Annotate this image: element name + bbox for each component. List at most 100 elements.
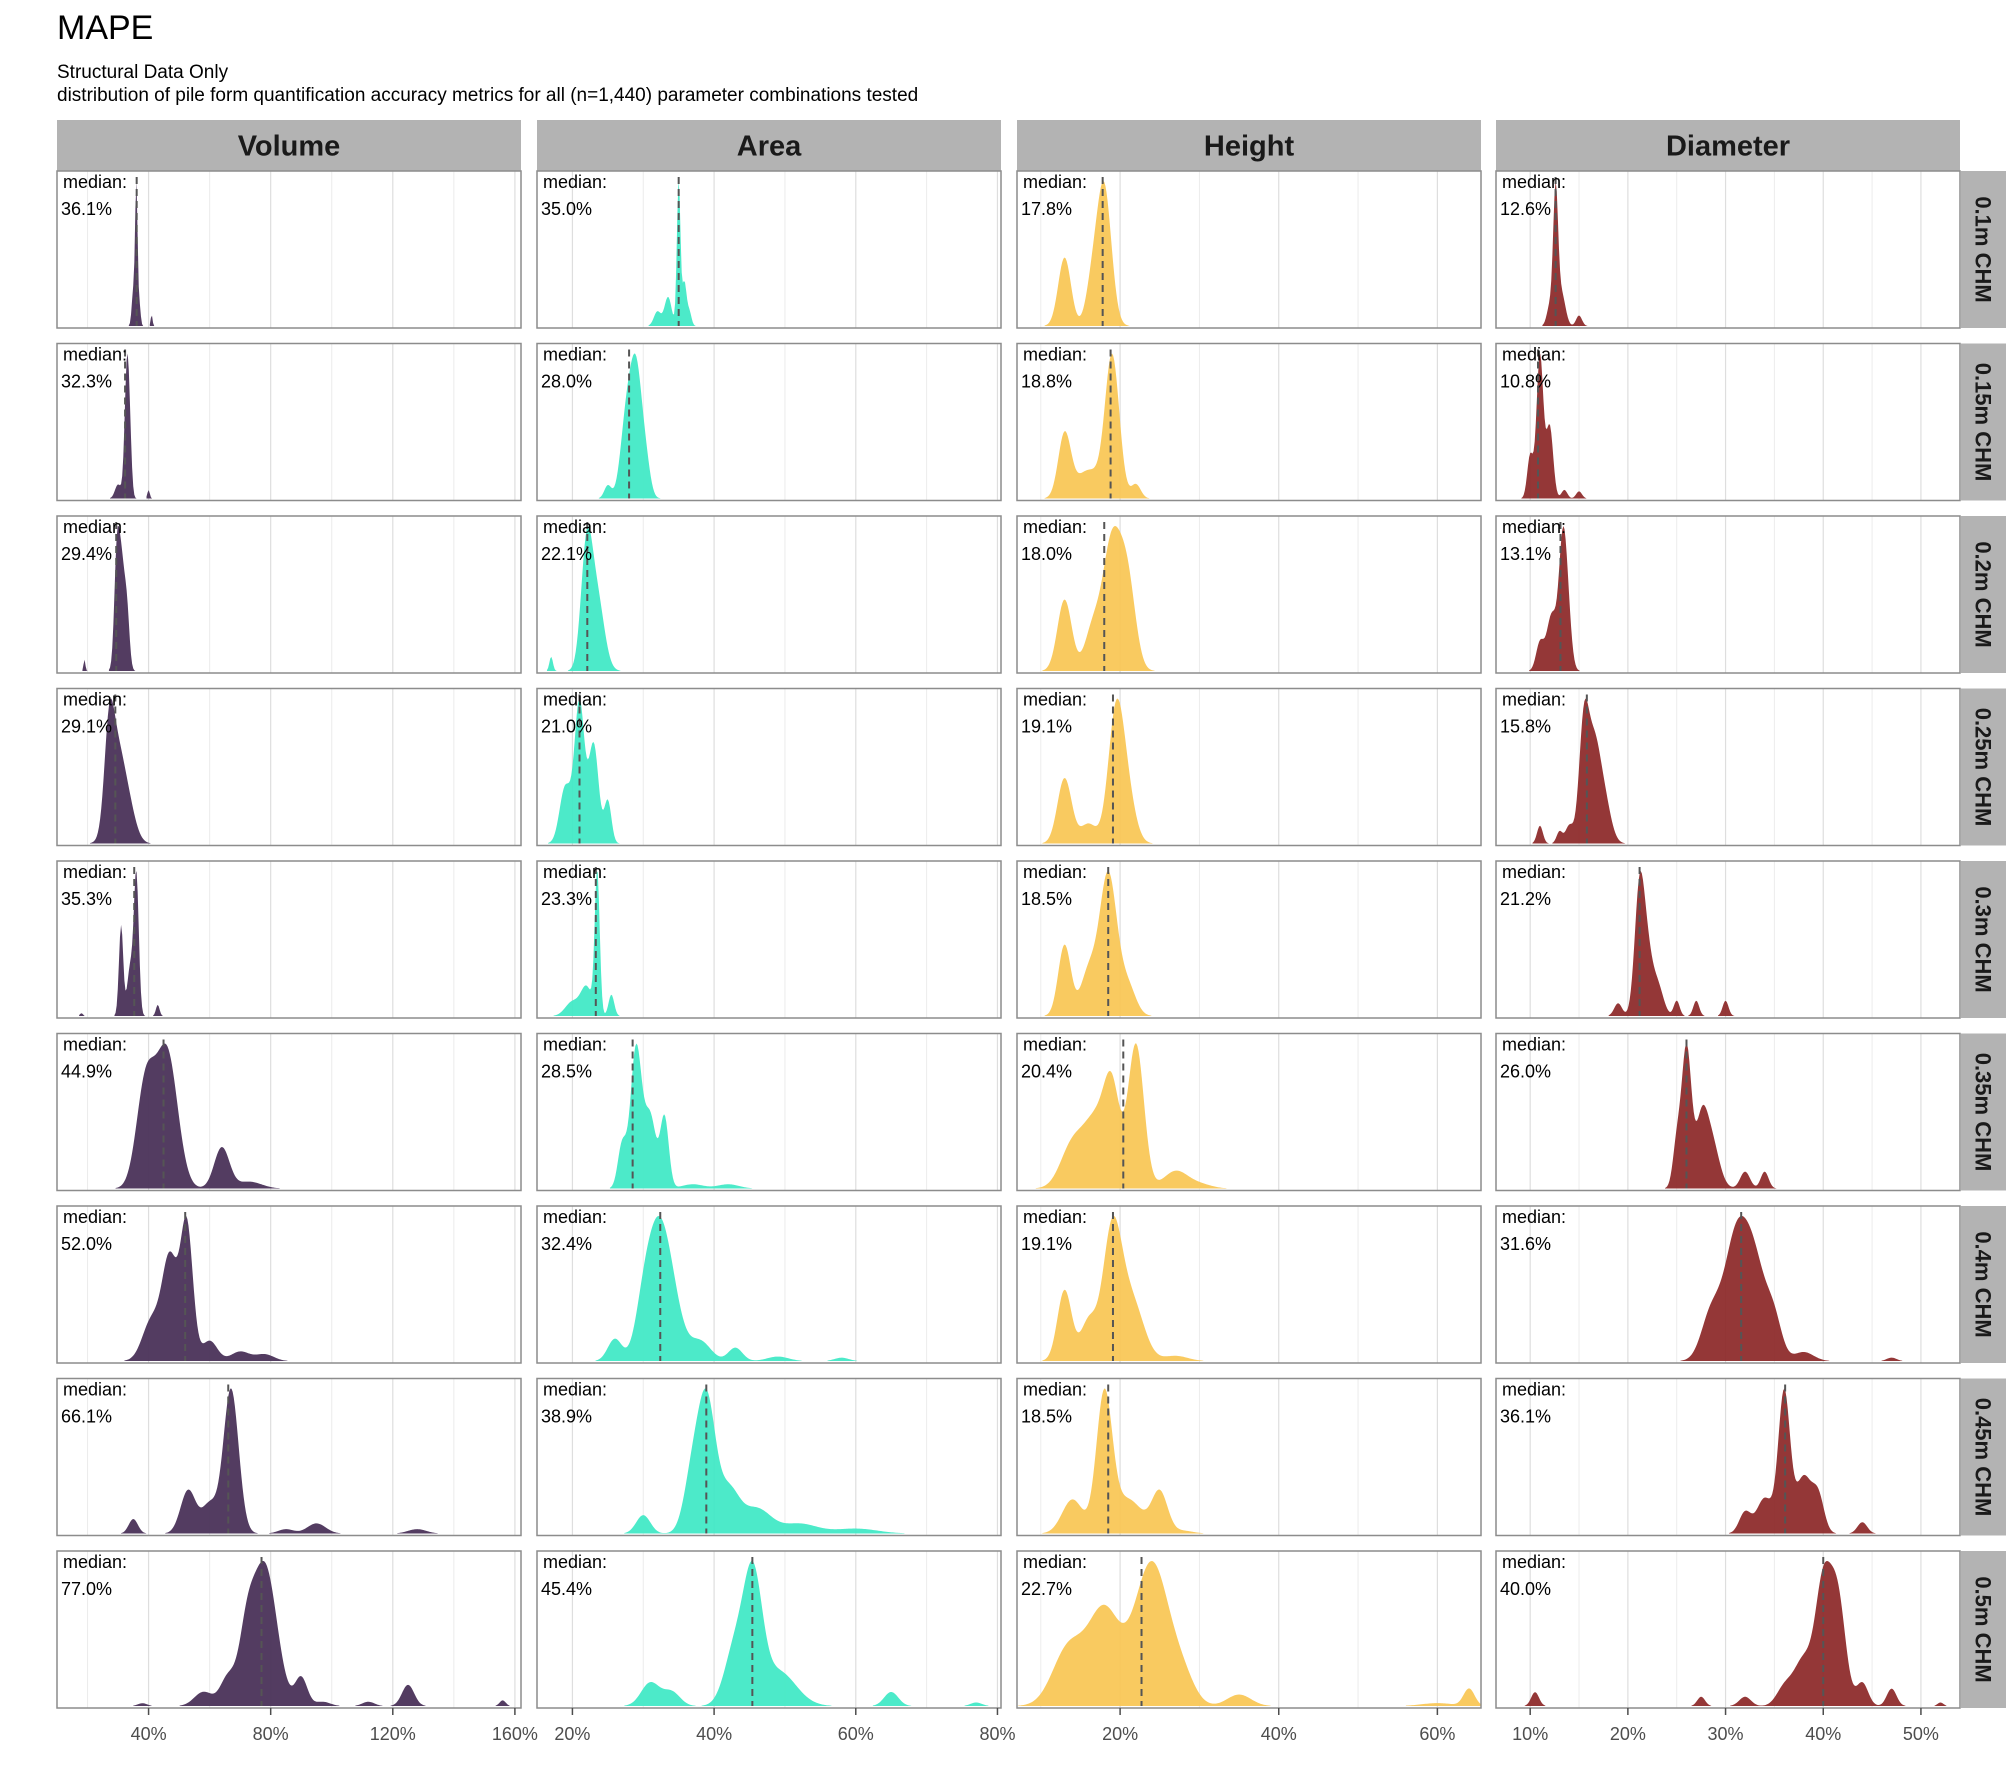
panel-background — [57, 343, 521, 501]
row-strip — [1961, 1033, 2006, 1191]
density-area — [1042, 698, 1153, 844]
median-value: 36.1% — [61, 199, 112, 219]
panel-border — [56, 342, 522, 502]
facet-grid: Volume Area Height Diameter 0.1m CHM 0.15m CH… — [56, 120, 2006, 1744]
median-label: median: — [543, 517, 607, 537]
facet-panel: median: 13.1% — [1495, 515, 1961, 674]
panel-background — [537, 1033, 1001, 1191]
panel-border — [1016, 1550, 1482, 1709]
panel-border — [1495, 1032, 1961, 1192]
panel-border — [1016, 1205, 1482, 1364]
median-label: median: — [543, 690, 607, 710]
facet-panel: median: 21.2% — [1495, 860, 1961, 1019]
panel-border — [536, 170, 1002, 329]
column-strip — [57, 120, 521, 171]
x-tick-label: 80% — [253, 1724, 289, 1744]
median-label: median: — [1023, 172, 1087, 192]
x-tick-label: 40% — [1805, 1724, 1841, 1744]
median-label: median: — [63, 1207, 127, 1227]
median-value: 31.6% — [1500, 1234, 1551, 1254]
median-label: median: — [543, 1380, 607, 1400]
median-label: median: — [1502, 862, 1566, 882]
column-strip — [1017, 120, 1481, 171]
median-value: 18.0% — [1021, 544, 1072, 564]
panel-border — [1495, 170, 1961, 329]
row-strip-label: 0.15m CHM — [1971, 363, 1996, 482]
median-label: median: — [1502, 172, 1566, 192]
panel-border — [1016, 860, 1482, 1019]
median-label: median: — [543, 862, 607, 882]
median-value: 29.4% — [61, 544, 112, 564]
panel-background — [1496, 688, 1960, 846]
density-area — [82, 526, 136, 671]
x-tick-label: 50% — [1903, 1724, 1939, 1744]
x-tick-label: 160% — [492, 1724, 538, 1744]
row-strip-label: 0.1m CHM — [1971, 196, 1996, 302]
x-tick-label: 10% — [1512, 1724, 1548, 1744]
facet-panel: median: 32.3% — [56, 342, 522, 502]
panel-border — [56, 170, 522, 329]
row-strip-label: 0.25m CHM — [1971, 708, 1996, 827]
facet-panel: median: 66.1% — [56, 1377, 522, 1537]
median-value: 10.8% — [1500, 372, 1551, 392]
median-label: median: — [1502, 1552, 1566, 1572]
column-strip-label: Volume — [238, 131, 341, 163]
density-area — [1042, 526, 1156, 671]
facet-panel: median: 23.3% — [536, 860, 1002, 1019]
row-strip — [1961, 1206, 2006, 1363]
facet-panel: median: 18.5% — [1016, 860, 1482, 1019]
median-value: 17.8% — [1021, 199, 1072, 219]
facet-panel: median: 52.0% — [56, 1205, 522, 1364]
panel-border — [536, 860, 1002, 1019]
density-area — [1542, 181, 1588, 326]
median-value: 36.1% — [1500, 1407, 1551, 1427]
median-label: median: — [63, 345, 127, 365]
panel-background — [1496, 343, 1960, 501]
density-area — [553, 871, 620, 1016]
facet-panel: median: 31.6% — [1495, 1205, 1961, 1364]
density-area — [110, 353, 153, 499]
density-area — [624, 1561, 989, 1706]
panel-border — [536, 687, 1002, 847]
panel-background — [1496, 861, 1960, 1018]
facet-panel: median: 10.8% — [1495, 342, 1961, 502]
panel-background — [537, 1206, 1001, 1363]
median-label: median: — [1023, 1207, 1087, 1227]
column-strip — [537, 120, 1001, 171]
panel-background — [1017, 688, 1481, 846]
x-tick-label: 60% — [838, 1724, 874, 1744]
panel-border — [56, 860, 522, 1019]
x-tick-label: 20% — [554, 1724, 590, 1744]
panel-border — [1016, 342, 1482, 502]
panel-border — [1495, 342, 1961, 502]
facet-panel: median: 28.5% — [536, 1032, 1002, 1192]
median-value: 26.0% — [1500, 1062, 1551, 1082]
facet-panel: median: 26.0% — [1495, 1032, 1961, 1192]
median-label: median: — [1502, 1207, 1566, 1227]
median-value: 35.0% — [541, 199, 592, 219]
panel-border — [56, 1550, 522, 1709]
column-strip-label: Diameter — [1666, 131, 1790, 163]
panel-background — [1496, 1551, 1960, 1708]
row-strip-label: 0.5m CHM — [1971, 1576, 1996, 1682]
median-value: 23.3% — [541, 889, 592, 909]
median-label: median: — [63, 172, 127, 192]
panel-background — [537, 343, 1001, 501]
panel-background — [537, 171, 1001, 328]
row-strip — [1961, 1551, 2006, 1708]
median-label: median: — [1023, 1035, 1087, 1055]
panel-border — [1495, 515, 1961, 674]
density-area — [1729, 1388, 1877, 1534]
panel-background — [57, 171, 521, 328]
facet-panel: median: 22.7% 20% 40% 60% — [1016, 1550, 1482, 1744]
panel-border — [1016, 1377, 1482, 1537]
median-value: 32.3% — [61, 372, 112, 392]
median-value: 22.7% — [1021, 1579, 1072, 1599]
panel-border — [536, 342, 1002, 502]
density-area — [1680, 1216, 1903, 1361]
facet-panel: median: 29.4% — [56, 515, 522, 674]
median-value: 18.8% — [1021, 372, 1072, 392]
row-strip — [1961, 516, 2006, 673]
facet-panel: median: 18.0% — [1016, 515, 1482, 674]
panel-border — [1495, 1205, 1961, 1364]
